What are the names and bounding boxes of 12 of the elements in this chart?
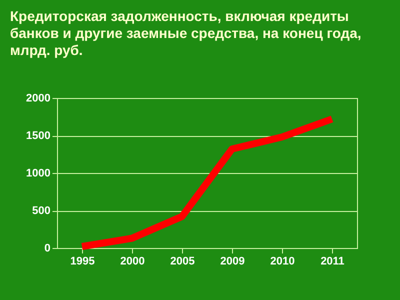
y-tick-label: 1000 — [26, 168, 50, 180]
chart-title: Кредиторская задолженность, включая кредиты банков и другие заемные средства, на конец года, млрд. руб. — [9, 7, 362, 59]
x-tick-label: 2000 — [120, 256, 145, 268]
y-tick-label: 2000 — [26, 92, 50, 104]
x-tick-label: 2009 — [220, 256, 245, 268]
x-tick-label: 1995 — [70, 256, 95, 268]
y-tick-label: 500 — [32, 205, 50, 217]
x-tick-label: 2010 — [270, 256, 295, 268]
y-tick-label: 1500 — [26, 130, 50, 142]
x-tick-label: 2005 — [170, 256, 195, 268]
y-tick-label: 0 — [44, 242, 50, 254]
x-tick-label: 2011 — [320, 256, 344, 268]
